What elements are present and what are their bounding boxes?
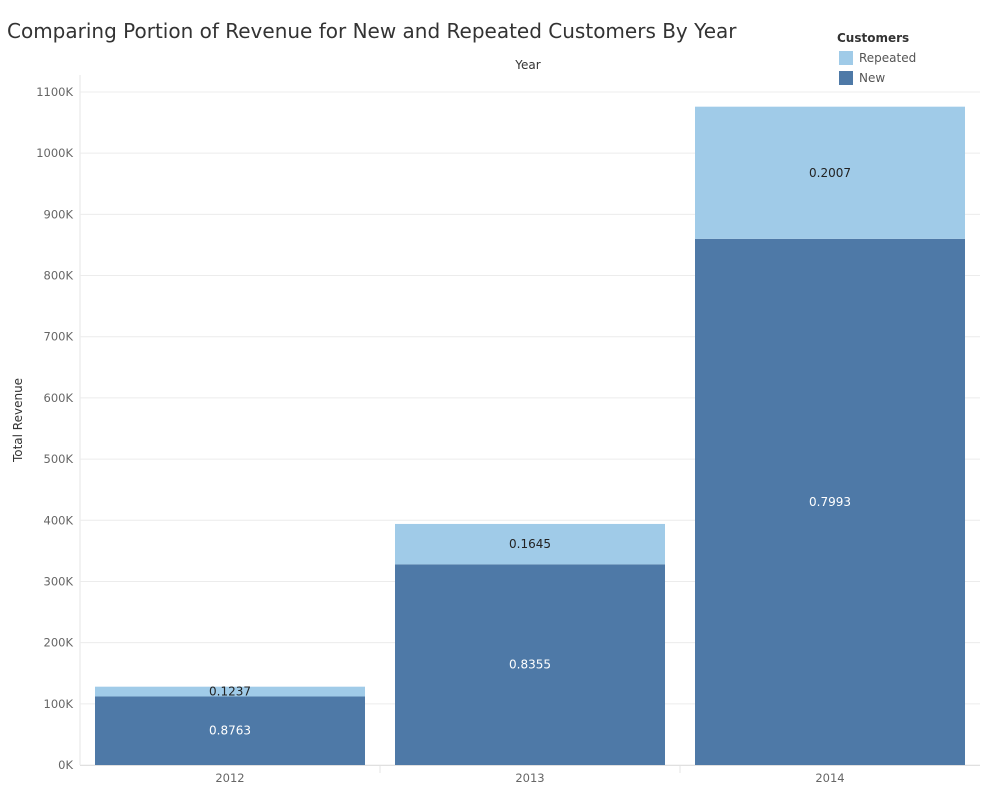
y-tick-label: 0K bbox=[58, 758, 73, 772]
data-label-repeated-2012: 0.1237 bbox=[209, 685, 251, 699]
bar-repeated-2013 bbox=[395, 523, 665, 565]
legend: Customers Repeated New bbox=[837, 31, 916, 85]
data-label-new-2013: 0.8355 bbox=[509, 658, 551, 672]
bar-new-2014 bbox=[695, 238, 965, 765]
y-tick-label: 600K bbox=[44, 391, 74, 405]
data-label-new-2014: 0.7993 bbox=[809, 495, 851, 509]
y-tick-label: 1000K bbox=[36, 146, 73, 160]
data-label-repeated-2014: 0.2007 bbox=[809, 166, 851, 180]
legend-swatch-repeated bbox=[839, 51, 853, 65]
x-axis: 2012 2013 2014 bbox=[80, 765, 980, 785]
x-tick-label: 2014 bbox=[815, 771, 844, 785]
y-tick-label: 800K bbox=[44, 269, 74, 283]
bar-repeated-2012 bbox=[95, 686, 365, 697]
legend-swatch-new bbox=[839, 71, 853, 85]
y-tick-label: 400K bbox=[44, 513, 74, 527]
x-tick-label: 2013 bbox=[515, 771, 544, 785]
y-tick-label: 300K bbox=[44, 574, 74, 588]
y-tick-label: 500K bbox=[44, 452, 74, 466]
x-axis-title: Year bbox=[514, 58, 540, 72]
bar-repeated-2014 bbox=[695, 106, 965, 239]
y-tick-label: 1100K bbox=[36, 85, 73, 99]
y-tick-label: 900K bbox=[44, 207, 74, 221]
chart-title: Comparing Portion of Revenue for New and… bbox=[7, 19, 737, 43]
legend-label-repeated: Repeated bbox=[859, 51, 916, 65]
data-label-new-2012: 0.8763 bbox=[209, 724, 251, 738]
bars bbox=[95, 106, 965, 765]
y-axis: 0K 100K 200K 300K 400K 500K 600K 700K 800K 900K 10… bbox=[36, 85, 73, 772]
legend-items: Repeated New bbox=[839, 51, 916, 85]
bar-new-2012 bbox=[95, 696, 365, 765]
data-labels: 0.8763 0.1237 0.8355 0.1645 0.7993 0.2007 bbox=[209, 166, 851, 738]
y-tick-label: 200K bbox=[44, 636, 74, 650]
x-tick-label: 2012 bbox=[215, 771, 244, 785]
y-tick-label: 700K bbox=[44, 330, 74, 344]
legend-title: Customers bbox=[837, 31, 909, 45]
data-label-repeated-2013: 0.1645 bbox=[509, 537, 551, 551]
y-axis-title: Total Revenue bbox=[11, 378, 25, 463]
legend-label-new: New bbox=[859, 71, 885, 85]
bar-new-2013 bbox=[395, 564, 665, 765]
y-tick-label: 100K bbox=[44, 697, 74, 711]
